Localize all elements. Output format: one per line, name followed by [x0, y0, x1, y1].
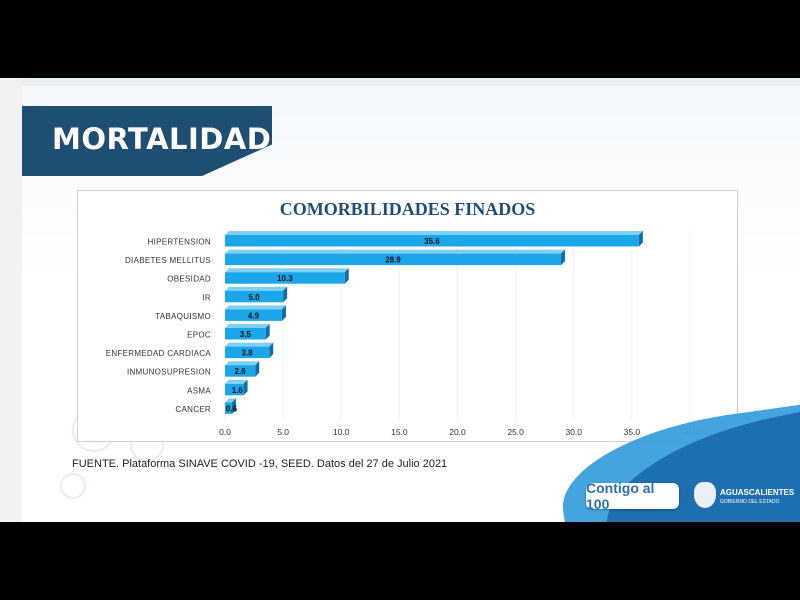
x-tick-label: 0.0: [219, 427, 231, 437]
bar-top-face: [225, 286, 288, 291]
bar-top-face: [225, 249, 565, 254]
data-label: 5.0: [249, 293, 261, 302]
bar-top-face: [225, 231, 643, 235]
aguascalientes-logo: AGUASCALIENTES GOBIERNO DEL ESTADO: [694, 480, 794, 514]
data-label: 0.6: [226, 404, 238, 413]
bar: [225, 328, 266, 340]
page-title: MORTALIDAD: [52, 122, 272, 156]
bar-side-face: [269, 342, 274, 359]
bar: [225, 235, 639, 247]
coat-of-arms-icon: [694, 482, 716, 508]
data-label: 4.9: [248, 311, 260, 320]
top-strip: [22, 78, 800, 86]
bar-top-face: [225, 361, 260, 366]
state-subtitle: GOBIERNO DEL ESTADO: [720, 499, 780, 505]
bar: [225, 290, 284, 303]
category-label: ASMA: [187, 386, 211, 395]
x-tick-label: 15.0: [391, 427, 408, 437]
bar: [225, 272, 345, 284]
contigo-al-100-logo: Contigo al 100: [586, 480, 679, 512]
data-label: 3.8: [242, 349, 254, 358]
chart-frame: COMORBILIDADES FINADOS 35.6 HIPERTENSION 2…: [77, 190, 738, 442]
bar-side-face: [638, 231, 643, 247]
category-label: IR: [202, 293, 211, 302]
data-label: 3.5: [240, 330, 252, 339]
virus-decoration: [60, 473, 86, 499]
bar: [225, 365, 256, 377]
bar-side-face: [255, 361, 260, 377]
bar-top-face: [225, 268, 349, 273]
category-label: OBESIDAD: [167, 275, 211, 284]
data-label: 2.6: [235, 367, 247, 376]
bar: [225, 253, 561, 266]
bar-side-face: [243, 379, 248, 396]
x-tick-label: 25.0: [507, 427, 524, 437]
category-label: HIPERTENSION: [148, 238, 211, 247]
bar-side-face: [344, 268, 349, 284]
bar: [225, 383, 244, 396]
data-label: 10.3: [277, 274, 293, 283]
category-label: ENFERMEDAD CARDIACA: [106, 349, 212, 358]
bar: [225, 402, 232, 414]
x-tick-label: 5.0: [277, 427, 289, 437]
x-tick-label: 35.0: [624, 427, 641, 437]
bar-side-face: [281, 305, 286, 321]
chart-title: COMORBILIDADES FINADOS: [279, 199, 536, 219]
left-band: [0, 78, 22, 522]
x-tick-label: 30.0: [565, 427, 582, 437]
category-label: DIABETES MELLITUS: [125, 256, 211, 265]
slide: MORTALIDAD COMORBILIDADES FINADOS 35.6 HI…: [0, 78, 800, 522]
category-label: TABAQUISMO: [155, 312, 211, 321]
category-label: INMUNOSUPRESION: [127, 368, 211, 377]
bar-top-face: [225, 398, 236, 403]
x-tick-label: 20.0: [449, 427, 466, 437]
state-name: AGUASCALIENTES: [720, 488, 795, 497]
data-label: 35.6: [424, 237, 440, 246]
source-note: FUENTE. Plataforma SINAVE COVID -19, SEE…: [72, 458, 448, 470]
x-tick-label: 10.0: [333, 427, 350, 437]
bar-chart: 35.6 HIPERTENSION 28.9 DIABETES MELLITUS 10.…: [106, 231, 699, 437]
bar-side-face: [231, 398, 236, 414]
category-label: EPOC: [187, 331, 211, 340]
category-label: CANCER: [175, 405, 211, 414]
bar-side-face: [560, 249, 565, 266]
bar-top-face: [225, 305, 286, 310]
bar-side-face: [265, 324, 270, 340]
bar-side-face: [283, 286, 288, 303]
data-label: 28.9: [385, 256, 401, 265]
data-label: 1.6: [232, 386, 244, 395]
bar-top-face: [225, 342, 274, 347]
bar: [225, 346, 270, 359]
bar-top-face: [225, 379, 248, 384]
bar: [225, 309, 282, 321]
bar-top-face: [225, 324, 270, 328]
